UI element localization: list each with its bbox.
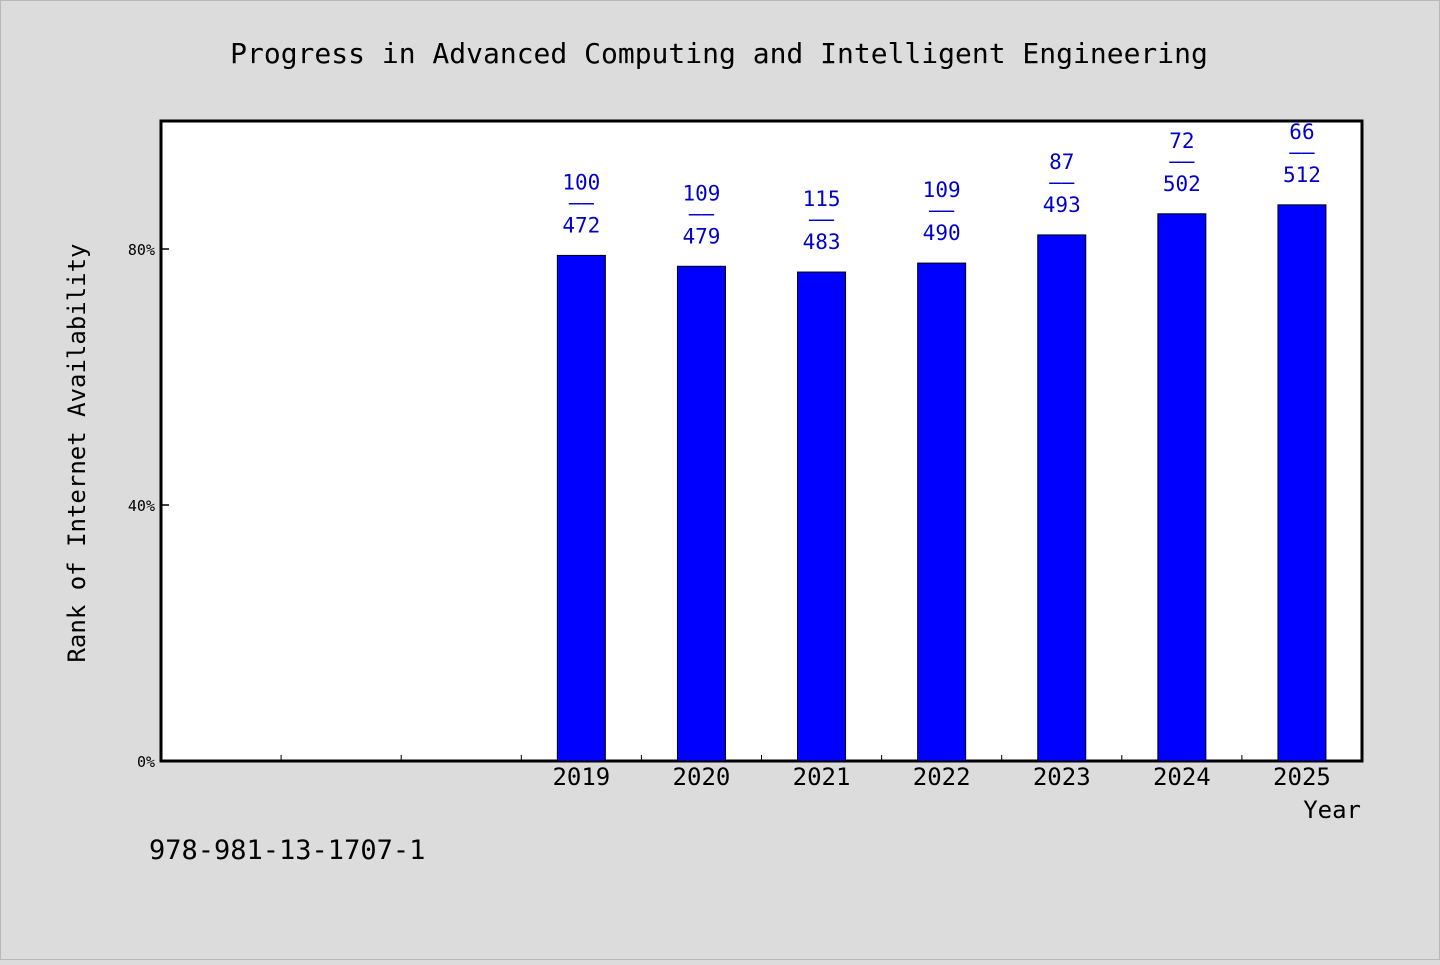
bar-2024 — [1157, 213, 1207, 762]
data-label-separator: —— — [809, 207, 835, 231]
data-label-bottom: 493 — [1043, 193, 1081, 217]
bar-2021 — [797, 271, 847, 762]
x-tick-label: 2025 — [1273, 763, 1331, 791]
x-tick-label: 2024 — [1153, 763, 1211, 791]
x-tick-label: 2023 — [1033, 763, 1091, 791]
bar-2022 — [917, 262, 967, 762]
data-label-bottom: 483 — [803, 230, 841, 254]
data-label-bottom: 512 — [1283, 163, 1321, 187]
bar-2020 — [676, 265, 726, 762]
data-label-top: 72 — [1169, 129, 1194, 153]
data-label-separator: —— — [569, 190, 595, 214]
data-label-bottom: 502 — [1163, 172, 1201, 196]
bar-2019 — [556, 254, 606, 762]
data-label-separator: —— — [1049, 170, 1075, 194]
y-tick-label: 80% — [128, 241, 155, 259]
bar-2025 — [1277, 204, 1327, 762]
data-label-separator: —— — [929, 198, 955, 222]
data-label-top: 87 — [1049, 150, 1074, 174]
data-label-bottom: 490 — [923, 221, 961, 245]
data-label-separator: —— — [689, 201, 715, 225]
data-label-separator: —— — [1169, 149, 1195, 173]
x-axis: 2019 2020 2021 2022 2023 2024 2025 — [280, 755, 1331, 791]
y-tick-label: 40% — [128, 497, 155, 515]
data-label-top: 109 — [923, 178, 961, 202]
data-labels: 100——472109——479115——483109——49087——4937… — [562, 120, 1321, 254]
bar-series — [556, 204, 1327, 762]
data-label-bottom: 472 — [562, 213, 600, 237]
data-label-top: 109 — [682, 181, 720, 205]
x-tick-label: 2020 — [673, 763, 731, 791]
x-tick-label: 2019 — [552, 763, 610, 791]
data-label-bottom: 479 — [682, 224, 720, 248]
footer-code: 978-981-13-1707-1 — [149, 835, 426, 866]
data-label-top: 66 — [1289, 120, 1314, 144]
data-label-separator: —— — [1289, 140, 1315, 164]
y-axis-title: Rank of Internet Availability — [63, 243, 91, 662]
data-label-top: 115 — [803, 187, 841, 211]
x-tick-label: 2021 — [793, 763, 851, 791]
x-tick-label: 2022 — [913, 763, 971, 791]
y-tick-label: 0% — [137, 753, 155, 771]
bar-2023 — [1037, 234, 1087, 762]
x-axis-title: Year — [1303, 796, 1361, 824]
y-axis: 0% 40% 80% — [128, 241, 169, 771]
chart-title: Progress in Advanced Computing and Intel… — [230, 37, 1208, 70]
data-label-top: 100 — [562, 170, 600, 194]
